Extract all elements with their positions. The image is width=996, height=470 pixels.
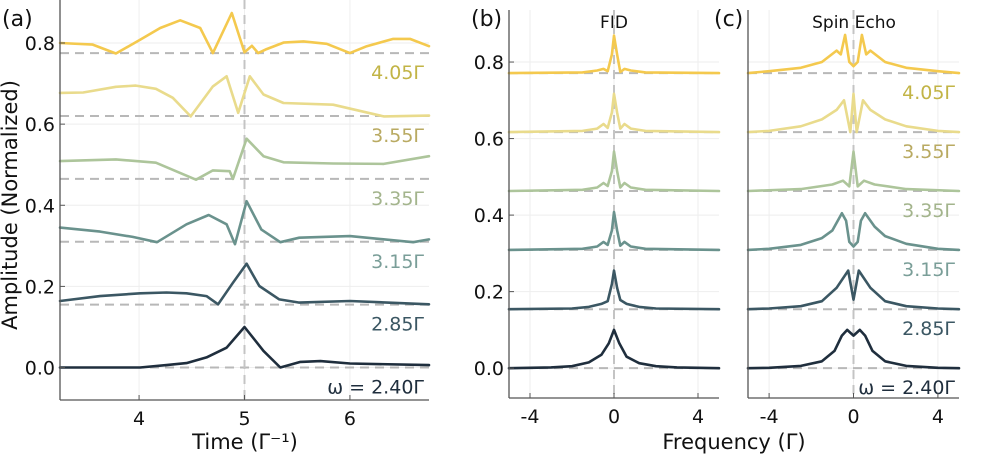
x-tick-label: -4	[521, 406, 540, 428]
series-line-trace-4	[507, 92, 721, 134]
y-tick-label: 0.0	[25, 358, 55, 380]
y-tick-label: 0.0	[474, 358, 504, 380]
y-axis-title: Amplitude (Normalized)	[0, 80, 22, 330]
series-line-3-35-	[58, 137, 431, 181]
y-tick-label: 0.2	[474, 282, 504, 304]
y-tick-label: 0.4	[25, 195, 55, 217]
panel-label-c: (c)	[714, 7, 743, 32]
series-label: 2.85Γ	[371, 314, 424, 336]
series-line--2-40-	[746, 328, 961, 370]
series-label: 3.15Γ	[902, 259, 955, 281]
x-tick-label: 6	[344, 408, 356, 430]
x-axis-title-frequency: Frequency (Γ)	[662, 430, 805, 454]
series-line-trace-0	[507, 328, 721, 370]
panel-label-b: (b)	[471, 7, 502, 32]
series-label: ω = 2.40Γ	[858, 377, 955, 399]
series-line-4-05-	[746, 33, 961, 75]
y-tick-label: 0.6	[25, 114, 55, 136]
series-label: 3.15Γ	[371, 251, 424, 273]
series-line-3-35-	[746, 150, 961, 193]
series-label: 3.35Γ	[371, 188, 424, 210]
x-axis-title-time: Time (Γ⁻¹)	[191, 430, 298, 454]
series-line-3-15-	[58, 199, 431, 246]
series-line--2-40-	[58, 325, 431, 369]
series-label: 3.55Γ	[371, 125, 424, 147]
x-tick-label: -4	[760, 406, 779, 428]
x-tick-label: 4	[932, 406, 944, 428]
y-tick-label: 0.4	[474, 205, 504, 227]
series-line-trace-5	[507, 34, 721, 75]
x-tick-label: 0	[847, 406, 859, 428]
series-label: 4.05Γ	[371, 62, 424, 84]
y-tick-label: 0.2	[25, 276, 55, 298]
series-label: 2.85Γ	[902, 318, 955, 340]
series-line-trace-2	[507, 210, 721, 252]
y-tick-label: 0.8	[474, 52, 504, 74]
series-line-2-85-	[58, 262, 431, 306]
y-tick-label: 0.8	[25, 33, 55, 55]
x-tick-label: 4	[692, 406, 704, 428]
y-tick-label: 0.6	[474, 129, 504, 151]
series-line-3-55-	[58, 75, 431, 118]
series-label: 3.35Γ	[902, 200, 955, 222]
series-line-4-05-	[58, 11, 431, 55]
x-tick-label: 5	[238, 408, 250, 430]
series-label: 3.55Γ	[902, 141, 955, 163]
series-line-3-15-	[746, 211, 961, 252]
panel-label-a: (a)	[2, 7, 33, 32]
series-line-2-85-	[746, 269, 961, 311]
series-line-trace-1	[507, 269, 721, 311]
series-line-trace-3	[507, 150, 721, 193]
series-line-3-55-	[746, 92, 961, 134]
series-label: ω = 2.40Γ	[327, 377, 424, 399]
series-label: 4.05Γ	[902, 82, 955, 104]
x-tick-label: 0	[608, 406, 620, 428]
x-tick-label: 4	[133, 408, 145, 430]
